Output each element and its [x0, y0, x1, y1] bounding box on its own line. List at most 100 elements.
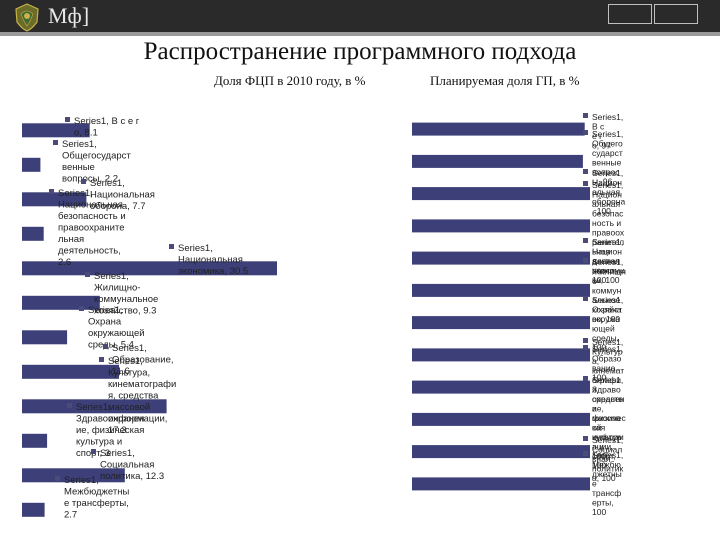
right-chart-data-label: Series1, Общего сударст венные вопрос ы, 96: [583, 129, 623, 187]
chart-right-title: Планируемая доля ГП, в %: [430, 73, 580, 88]
page-title: Распространение программного подхода: [143, 38, 577, 65]
top-bar: Мф]: [0, 0, 720, 36]
left-chart-label-text: Series1, Межбюджетны е трансферты, 2.7: [64, 475, 129, 521]
left-chart-label-marker: [49, 189, 54, 194]
right-chart-label-marker: [583, 436, 588, 441]
right-chart-label-text: Series1, Межбю джетны е трансф ерты, 100: [592, 450, 623, 517]
left-chart-data-label: Series1, Национальная безопасность и правоо…: [49, 188, 126, 268]
left-chart-label-marker: [91, 449, 96, 454]
left-chart-label-marker: [81, 179, 86, 184]
right-chart-data-label: Series1, Национ альная безопас ность и правоо…: [583, 180, 625, 285]
left-chart-data-label: Series1, Национальная оборона, 7.7: [81, 178, 155, 212]
left-chart-label-text: Series1, Социальная политика, 12.3: [100, 448, 164, 482]
left-chart-bar: [22, 502, 45, 517]
left-chart-label-marker: [67, 403, 72, 408]
right-chart-label-marker: [583, 258, 588, 263]
right-chart-label-marker: [583, 181, 588, 186]
left-chart-label-text: Series1, Жилищно-коммунальное хозяйство, 9…: [94, 271, 158, 317]
right-chart-label-text: Series1, Здраво охранен ие, физичес кая культу…: [592, 375, 627, 471]
left-chart-bar: [22, 261, 277, 276]
header-box-right: [654, 4, 698, 24]
right-chart-label-text: Series1, Образо вание, 100: [592, 344, 623, 383]
left-chart-data-label: Series1, Национальная экономика, 30.5: [169, 243, 248, 277]
right-chart-label-marker: [583, 451, 588, 456]
left-chart-label-marker: [169, 244, 174, 249]
right-chart-bar: [412, 251, 590, 265]
left-chart-data-label: Series1, Культура, кинематографи я, средств…: [99, 356, 176, 436]
right-chart-bar: [412, 316, 590, 330]
left-chart-bar: [22, 468, 125, 483]
left-chart-bar: [22, 399, 167, 414]
left-chart-bar: [22, 226, 44, 241]
emblem-icon: [15, 3, 39, 32]
left-chart-label-text: Series1, Национальная безопасность и правоо…: [58, 188, 126, 268]
right-chart-label-text: Series1, Социал ьная политик а, 100: [592, 435, 623, 483]
left-chart-data-label: Series1, Общегосударст венные вопросы, 2.2: [53, 139, 131, 185]
right-chart-bar: [412, 122, 585, 136]
left-chart-bar: [22, 330, 68, 345]
right-chart-bar: [412, 348, 590, 362]
right-chart-data-label: Series1, Национ альная экономи ка, 100: [583, 237, 625, 285]
top-bar-stripe: [0, 32, 720, 36]
left-chart-bar: [22, 157, 41, 172]
right-chart-label-text: Series1, Национ альная оборона, 100: [592, 168, 625, 216]
right-chart-data-label: Series1, Социал ьная политик а, 100: [583, 435, 623, 483]
right-chart-label-marker: [583, 130, 588, 135]
right-chart-label-marker: [583, 345, 588, 350]
left-chart-label-text: Series1, Национальная экономика, 30.5: [178, 243, 248, 277]
left-chart-label-text: Series1, В с е г о, 8.1: [74, 116, 140, 139]
left-chart-data-label: Series1, Жилищно-коммунальное хозяйство, 9…: [85, 271, 158, 317]
left-chart-label-text: Series1, Культура, кинематографи я, средств…: [108, 356, 176, 436]
right-chart-data-label: Series1, Жилищн о-коммун альное хозяйст во, 1…: [583, 257, 626, 324]
right-chart-label-text: Series1, Культур а, кинемат ографи я, средств а…: [592, 337, 624, 461]
left-chart-label-text: Series1, Образование, 11.6: [112, 343, 174, 377]
right-chart-label-marker: [583, 296, 588, 301]
right-chart-bar: [412, 187, 590, 201]
left-chart-bar: [22, 123, 90, 138]
right-chart-label-text: Series1, Национ альная безопас ность и правоо…: [592, 180, 625, 285]
top-bar-background: [0, 0, 720, 32]
left-chart-data-label: Series1, Межбюджетны е трансферты, 2.7: [55, 475, 129, 521]
right-chart-data-label: Series1, Межбю джетны е трансф ерты, 100: [583, 450, 623, 517]
right-chart-label-text: Series1, Жилищн о-коммун альное хозяйст во, 1…: [592, 257, 626, 324]
left-chart-bar: [22, 364, 119, 379]
left-chart-label-marker: [85, 272, 90, 277]
right-chart-label-text: Series1, Национ альная экономи ка, 100: [592, 237, 625, 285]
right-chart-data-label: Series1, Охрана окружа ющей среды, 100: [583, 295, 623, 353]
logo-text: Мф]: [48, 3, 90, 28]
chart-left-title: Доля ФЦП в 2010 году, в %: [214, 73, 366, 88]
right-chart-data-label: Series1, Культур а, кинемат ографи я, средств а…: [583, 337, 624, 461]
left-chart-label-marker: [79, 306, 84, 311]
right-chart-bar: [412, 283, 590, 297]
right-chart-label-marker: [583, 169, 588, 174]
right-chart-bar: [412, 477, 590, 491]
right-chart-data-label: Series1, Образо вание, 100: [583, 344, 623, 383]
right-chart-bar: [412, 445, 590, 459]
left-chart-bar: [22, 433, 48, 448]
left-chart-label-marker: [65, 117, 70, 122]
right-chart-data-label: Series1, Здраво охранен ие, физичес кая культу…: [583, 375, 627, 471]
left-chart-label-marker: [103, 344, 108, 349]
right-chart-bar: [412, 412, 590, 426]
right-chart-bar: [412, 219, 590, 233]
right-chart-label-marker: [583, 376, 588, 381]
left-chart-label-marker: [53, 140, 58, 145]
left-chart-label-marker: [55, 476, 60, 481]
right-chart-label-marker: [583, 338, 588, 343]
left-chart-data-label: Series1, Социальная политика, 12.3: [91, 448, 164, 482]
right-chart-label-text: Series1, Охрана окружа ющей среды, 100: [592, 295, 623, 353]
left-chart-data-label: Series1, В с е г о, 8.1: [65, 116, 140, 139]
right-chart-label-marker: [583, 238, 588, 243]
right-chart-bar: [412, 154, 583, 168]
left-chart-data-label: Series1, Охрана окружающей среды, 5.4: [79, 305, 145, 351]
right-chart-label-marker: [583, 113, 588, 118]
right-chart-bar: [412, 380, 590, 394]
header-box-left: [608, 4, 652, 24]
left-chart-label-marker: [99, 357, 104, 362]
left-chart-label-text: Series1, Охрана окружающей среды, 5.4: [88, 305, 145, 351]
